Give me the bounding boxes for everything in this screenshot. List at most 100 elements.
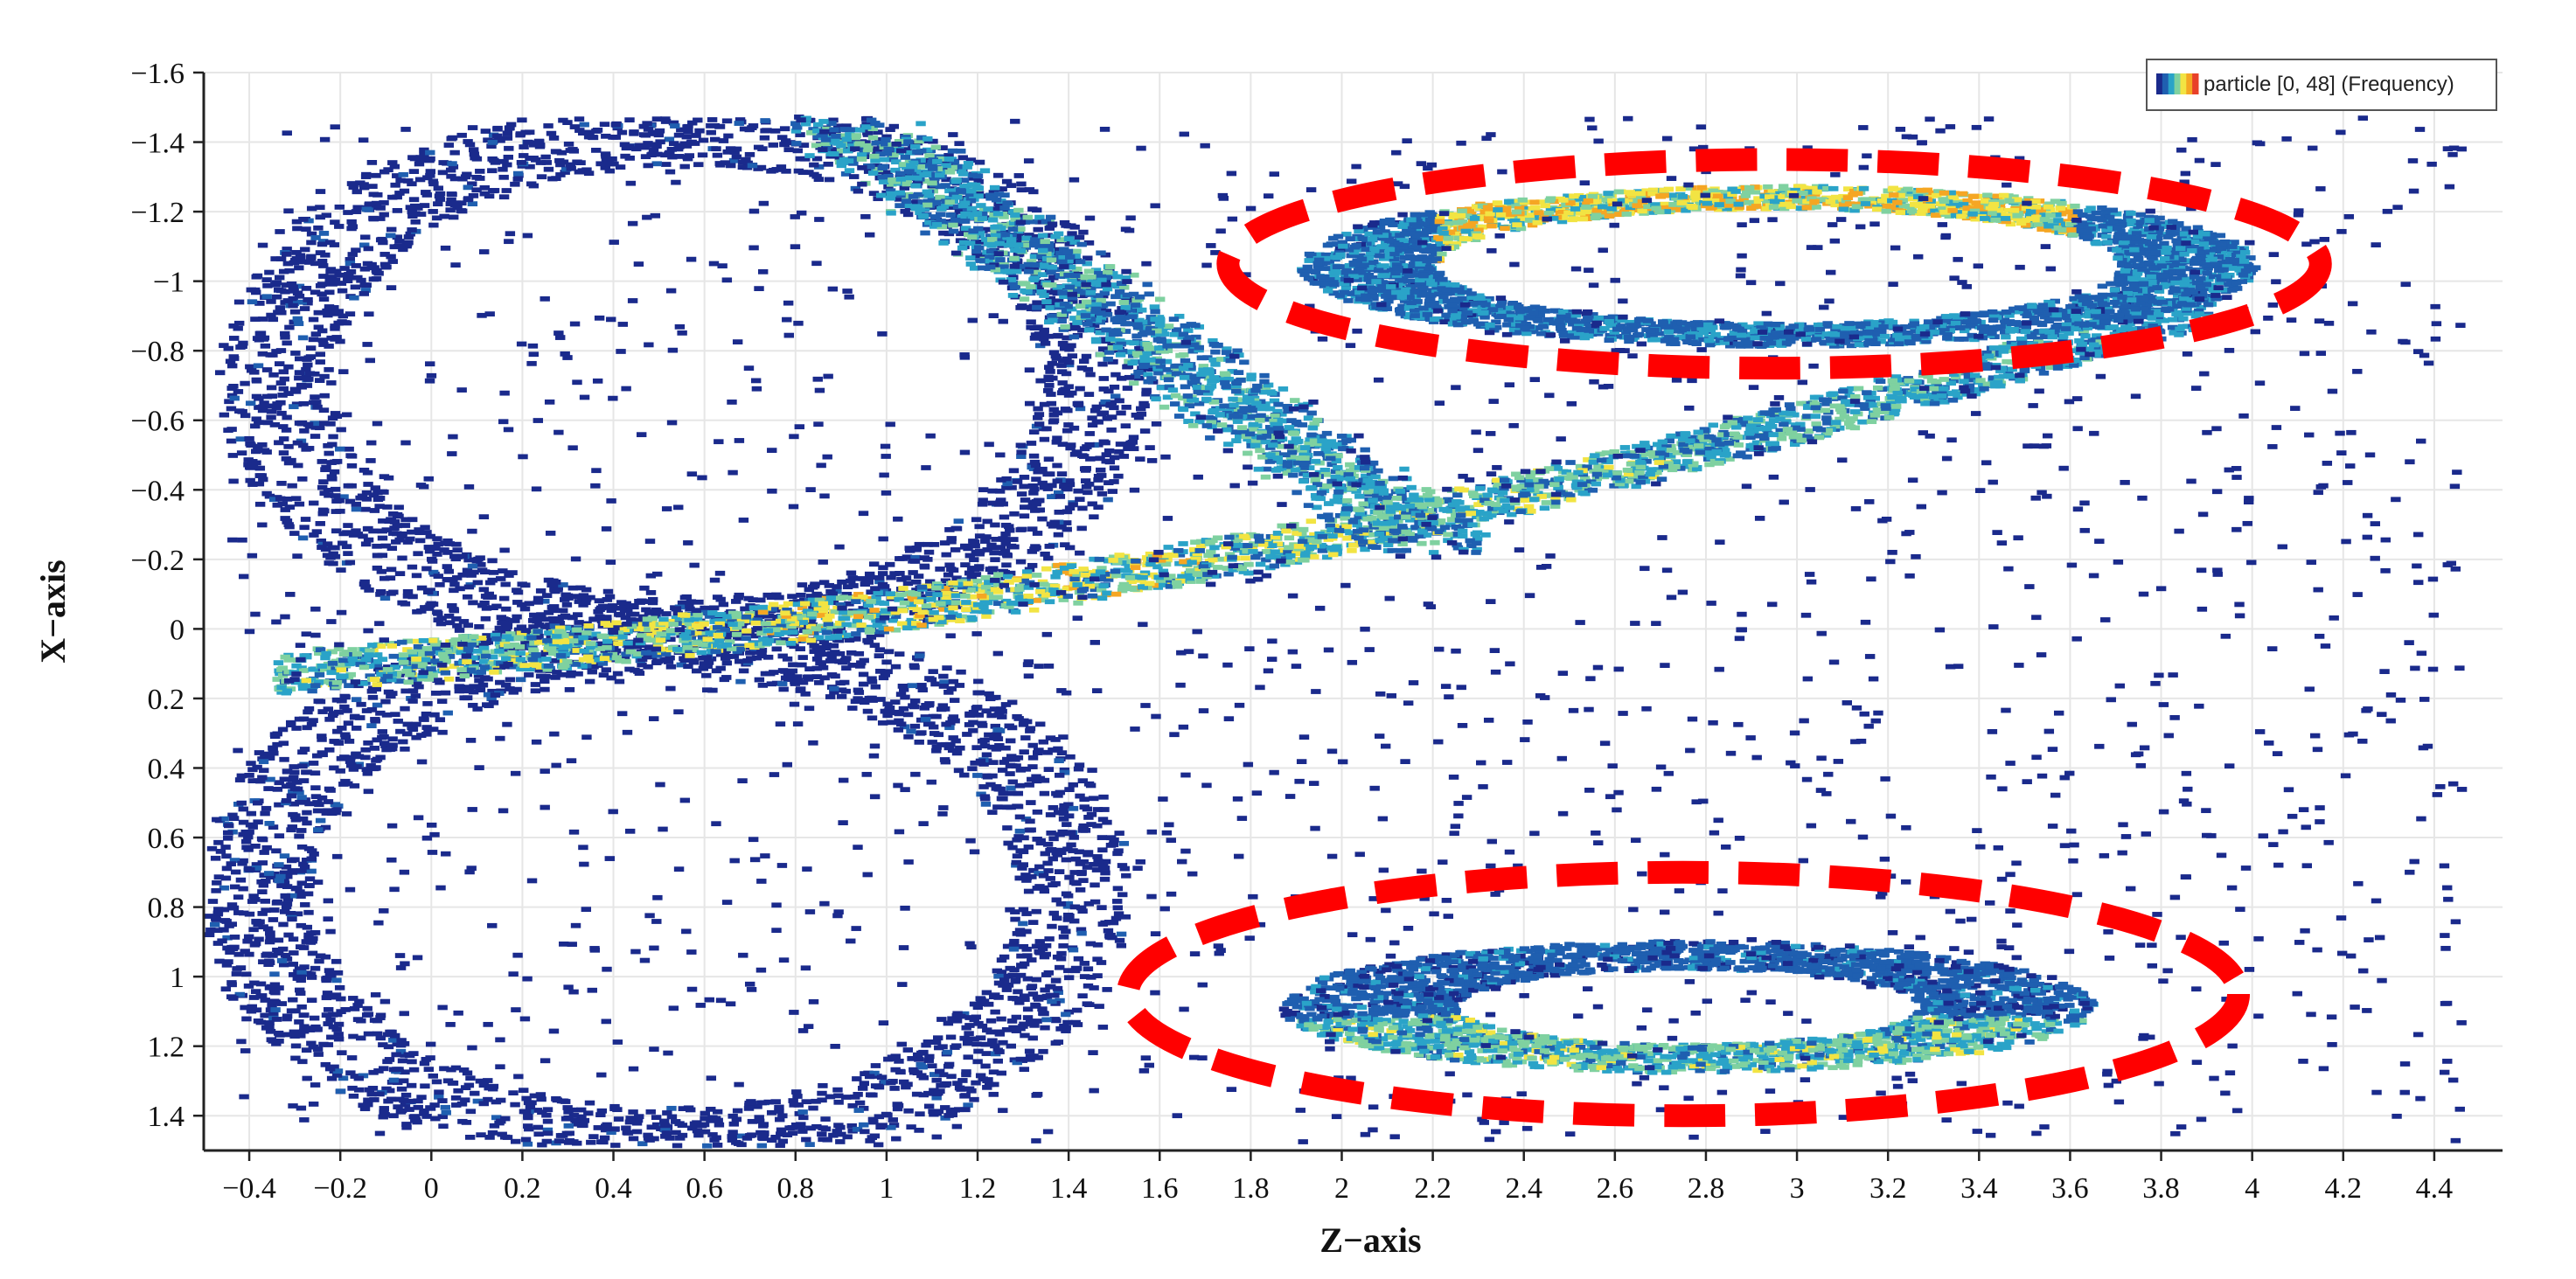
- heatmap-cell: [301, 1047, 312, 1053]
- heatmap-cell: [987, 810, 998, 816]
- heatmap-cell: [990, 1043, 1000, 1049]
- heatmap-cell: [271, 294, 282, 300]
- heatmap-cell: [271, 405, 282, 411]
- heatmap-cell: [259, 448, 270, 454]
- heatmap-cell: [308, 316, 319, 323]
- heatmap-cell: [906, 728, 916, 734]
- heatmap-cell: [296, 1032, 306, 1039]
- heatmap-cell: [266, 408, 277, 414]
- heatmap-cell: [536, 1096, 547, 1102]
- heatmap-cell: [1001, 987, 1013, 992]
- heatmap-cell: [686, 139, 697, 145]
- heatmap-cell: [289, 972, 299, 977]
- heatmap-cell: [1811, 421, 1821, 427]
- heatmap-cell: [401, 241, 413, 247]
- heatmap-cell: [578, 1123, 588, 1128]
- heatmap-cell: [692, 668, 702, 674]
- heatmap-cell: [457, 176, 468, 182]
- heatmap-cell: [245, 441, 255, 447]
- heatmap-cell: [318, 274, 329, 279]
- heatmap-cell: [484, 1134, 495, 1140]
- heatmap-cell: [734, 616, 744, 622]
- heatmap-cell: [760, 671, 771, 677]
- heatmap-cell: [358, 1073, 369, 1079]
- heatmap-cell: [1027, 1035, 1038, 1041]
- heatmap-cell: [1018, 721, 1029, 727]
- heatmap-cell: [400, 517, 411, 523]
- heatmap-cell: [709, 1137, 720, 1143]
- heatmap-cell: [1097, 847, 1108, 853]
- heatmap-cell: [468, 192, 479, 198]
- heatmap-cell: [296, 299, 308, 305]
- heatmap-cell: [321, 810, 331, 816]
- heatmap-cell: [314, 958, 324, 964]
- heatmap-cell: [628, 1109, 638, 1115]
- heatmap-cell: [310, 965, 321, 971]
- heatmap-cell: [329, 765, 339, 771]
- heatmap-cell: [624, 117, 635, 123]
- heatmap-cell: [551, 579, 561, 585]
- heatmap-cell: [429, 712, 440, 718]
- heatmap-cell: [266, 414, 276, 421]
- heatmap-cell: [401, 1122, 412, 1127]
- heatmap-cell: [254, 395, 264, 401]
- heatmap-cell: [361, 496, 372, 502]
- heatmap-cell: [306, 856, 317, 862]
- heatmap-cell: [288, 936, 299, 942]
- heatmap-cell: [1229, 532, 1241, 539]
- heatmap-cell: [342, 707, 352, 713]
- heatmap-cell: [317, 507, 329, 513]
- heatmap-cell: [797, 679, 809, 685]
- heatmap-cell: [1066, 442, 1076, 448]
- heatmap-cell: [1051, 790, 1062, 796]
- heatmap-cell: [407, 724, 417, 729]
- heatmap-cell: [1077, 453, 1088, 459]
- heatmap-cell: [1056, 390, 1068, 396]
- heatmap-cell: [326, 1034, 337, 1040]
- heatmap-cell: [992, 736, 1004, 741]
- heatmap-cell: [1017, 865, 1027, 871]
- heatmap-cell: [345, 762, 357, 768]
- heatmap-cell: [609, 626, 621, 632]
- heatmap-cell: [796, 592, 806, 598]
- heatmap-cell: [288, 295, 298, 302]
- heatmap-cell: [1103, 497, 1113, 503]
- heatmap-cell: [443, 577, 455, 583]
- heatmap-cell: [508, 689, 519, 695]
- heatmap-cell: [1062, 903, 1074, 909]
- heatmap-cell: [665, 636, 676, 643]
- heatmap-cell: [563, 1123, 574, 1129]
- heatmap-cell: [868, 191, 880, 197]
- heatmap-cell: [519, 606, 531, 612]
- heatmap-cell: [1163, 545, 1173, 550]
- heatmap-cell: [711, 615, 721, 621]
- heatmap-cell: [300, 517, 311, 522]
- heatmap-cell: [981, 534, 992, 539]
- heatmap-cell: [1058, 810, 1069, 817]
- heatmap-cell: [1044, 365, 1055, 371]
- heatmap-cell: [614, 611, 624, 617]
- heatmap-cell: [943, 745, 954, 751]
- heatmap-cell: [1786, 406, 1796, 412]
- heatmap-cell: [547, 604, 558, 610]
- heatmap-cell: [521, 1095, 532, 1102]
- heatmap-cell: [254, 465, 266, 471]
- heatmap-cell: [776, 1131, 786, 1137]
- heatmap-cell: [498, 568, 508, 573]
- heatmap-cell: [1109, 554, 1119, 560]
- heatmap-cell: [294, 501, 305, 507]
- heatmap-cell: [762, 654, 774, 660]
- heatmap-cell: [223, 835, 233, 841]
- heatmap-cell: [1063, 223, 1074, 229]
- heatmap-cell: [400, 1092, 412, 1098]
- heatmap-cell: [212, 879, 222, 886]
- heatmap-cell: [1118, 840, 1130, 846]
- heatmap-cell: [634, 598, 644, 604]
- heatmap-cell: [880, 1079, 891, 1085]
- heatmap-cell: [1053, 746, 1063, 752]
- heatmap-cell: [1016, 449, 1027, 455]
- heatmap-cell: [421, 192, 433, 198]
- heatmap-cell: [423, 604, 435, 610]
- heatmap-cell: [1121, 404, 1131, 410]
- heatmap-cell: [901, 1084, 911, 1090]
